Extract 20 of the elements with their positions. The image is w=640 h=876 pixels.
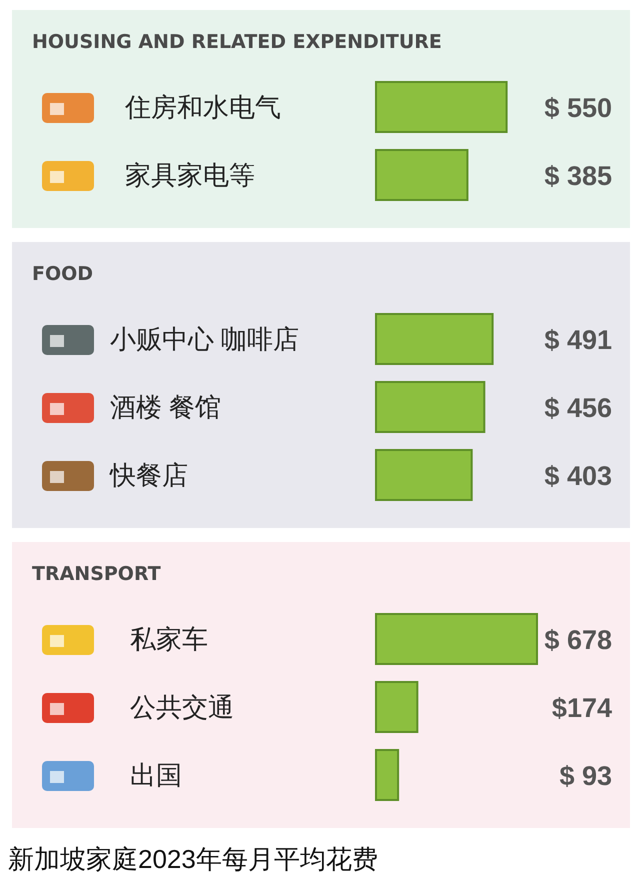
data-label: $ 456 (544, 393, 612, 423)
text: FOOD (32, 263, 94, 285)
data-label: $ 403 (544, 461, 612, 491)
y-tick-label: 酒楼 餐馆 (110, 392, 222, 422)
y-tick-label: 快餐店 (109, 460, 188, 490)
chart-title: HOUSING AND RELATED EXPENDITURE (32, 31, 442, 53)
data-label: $174 (552, 693, 612, 723)
y-tick-label: 小贩中心 咖啡店 (110, 324, 300, 354)
data-label: $ 385 (544, 161, 612, 191)
data-label: $ 491 (544, 325, 612, 355)
y-tick-label: 公共交通 (130, 692, 234, 722)
y-tick-label: 住房和水电气 (124, 92, 281, 122)
y-tick-label: 私家车 (130, 624, 208, 654)
data-label: $ 678 (544, 625, 612, 655)
data-label: $ 550 (544, 93, 612, 123)
y-tick-label: 家具家电等 (125, 160, 255, 190)
text: 新加坡家庭2023年每月平均花费 (8, 844, 378, 874)
y-tick-label: 出国 (130, 760, 182, 790)
data-label: $ 93 (559, 761, 612, 791)
text: TRANSPORT (32, 563, 161, 585)
